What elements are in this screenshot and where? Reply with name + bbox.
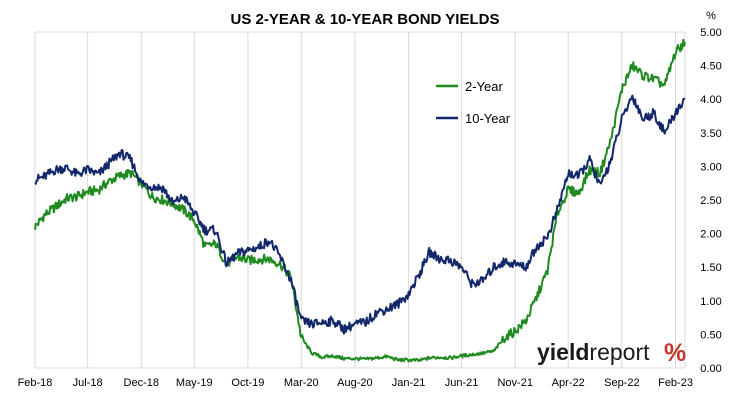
x-tick-label: Feb-23 — [658, 377, 693, 389]
x-axis-ticks: Feb-18 Jul-18 Dec-18 May-19 Oct-19 Mar-20 Aug-… — [18, 377, 693, 389]
series-line-10-year — [34, 94, 686, 335]
svg-text:yieldreport: yieldreport — [537, 339, 650, 365]
x-tick-label: Oct-19 — [231, 377, 264, 389]
y-axis-ticks: 0.00 0.50 1.00 1.50 2.00 2.50 3.00 3.50 4.00 4.50… — [700, 27, 721, 375]
y-tick-label: 1.00 — [700, 296, 721, 308]
series-line-2-year — [34, 38, 686, 363]
series-layer — [34, 38, 686, 363]
y-tick-label: 3.50 — [700, 128, 721, 140]
y-tick-label: 3.00 — [700, 161, 721, 173]
x-tick-label: Apr-22 — [552, 377, 585, 389]
y-axis-unit: % — [706, 10, 716, 22]
y-tick-label: 4.50 — [700, 61, 721, 73]
y-tick-label: 1.50 — [700, 262, 721, 274]
legend: 2-Year 10-Year — [436, 79, 511, 126]
yieldreport-logo: yieldreport % — [537, 339, 686, 367]
legend-label-10-year: 10-Year — [465, 111, 511, 126]
x-tick-label: May-19 — [176, 377, 213, 389]
x-tick-label: Mar-20 — [284, 377, 319, 389]
x-tick-label: Feb-18 — [18, 377, 53, 389]
plot-area-border — [34, 31, 686, 369]
x-tick-label: Aug-20 — [337, 377, 372, 389]
y-tick-label: 5.00 — [700, 27, 721, 39]
y-tick-label: 4.00 — [700, 94, 721, 106]
logo-text-report: report — [589, 339, 650, 365]
y-tick-label: 0.00 — [700, 363, 721, 375]
legend-label-2-year: 2-Year — [465, 79, 503, 94]
x-tick-label: Dec-18 — [124, 377, 159, 389]
x-tick-label: Jan-21 — [392, 377, 426, 389]
y-tick-label: 0.50 — [700, 329, 721, 341]
y-tick-label: 2.50 — [700, 195, 721, 207]
y-tick-label: 2.00 — [700, 229, 721, 241]
x-tick-label: Sep-22 — [604, 377, 639, 389]
chart-title: US 2-YEAR & 10-YEAR BOND YIELDS — [231, 11, 500, 28]
x-tick-label: Nov-21 — [497, 377, 532, 389]
x-tick-label: Jul-18 — [73, 377, 103, 389]
logo-percent-symbol: % — [664, 339, 686, 367]
x-tick-label: Jun-21 — [445, 377, 479, 389]
logo-text-yield: yield — [537, 339, 589, 365]
vertical-gridlines — [34, 32, 677, 368]
